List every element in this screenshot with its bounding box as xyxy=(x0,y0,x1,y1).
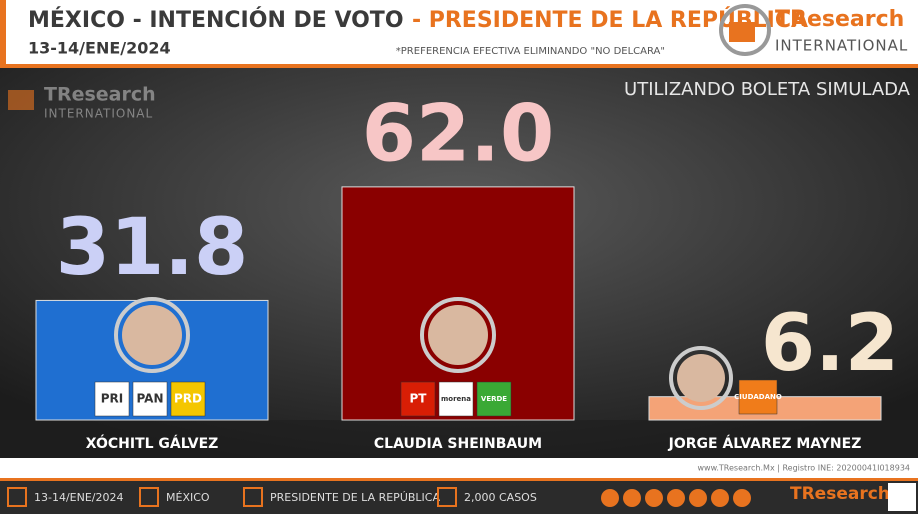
social-icon xyxy=(645,489,663,507)
candidate-photo xyxy=(428,305,488,365)
logo: TResearch INTERNATIONAL xyxy=(719,4,908,56)
party-name: PAN xyxy=(136,392,163,406)
note: *PREFERENCIA EFECTIVA ELIMINANDO "NO DEL… xyxy=(396,46,665,57)
qr-code xyxy=(888,483,916,511)
footer-bg xyxy=(0,478,918,514)
footer-logo: TResearch xyxy=(790,484,890,504)
logo-name: TResearch xyxy=(775,7,904,32)
social-icon xyxy=(623,489,641,507)
party-name: VERDE xyxy=(481,395,507,403)
value-label: 6.2 xyxy=(761,299,899,389)
social-icon xyxy=(667,489,685,507)
watermark-logo: TResearch INTERNATIONAL xyxy=(8,84,156,121)
party-name: CIUDADANO xyxy=(734,393,782,401)
footer-icon xyxy=(7,487,27,507)
party-name: morena xyxy=(441,395,471,403)
party-logo xyxy=(132,381,168,417)
bar xyxy=(341,186,575,421)
candidate-photo-ring xyxy=(114,297,190,373)
social-icon xyxy=(689,489,707,507)
header-rule xyxy=(0,64,918,68)
site-strip xyxy=(0,458,918,478)
party-name: PT xyxy=(410,392,428,406)
website: www.TResearch.Mx | Registro INE: 2020004… xyxy=(697,464,910,473)
party-logo xyxy=(170,381,206,417)
party-name: PRI xyxy=(101,392,124,406)
category-label: XÓCHITL GÁLVEZ xyxy=(86,434,219,452)
header-accent xyxy=(0,0,6,64)
party-name: PRD xyxy=(174,392,202,406)
social-icon xyxy=(601,489,619,507)
category-label: JORGE ÁLVAREZ MAYNEZ xyxy=(668,435,862,452)
footer-icon xyxy=(243,487,263,507)
date: 13-14/ENE/2024 xyxy=(28,39,171,58)
candidate-photo-ring xyxy=(420,297,496,373)
names-band xyxy=(0,420,918,458)
social-icon xyxy=(733,489,751,507)
social-icon xyxy=(711,489,729,507)
party-logo xyxy=(438,381,474,417)
party-logo xyxy=(738,379,778,415)
footer-icon xyxy=(437,487,457,507)
footer-item: MÉXICO xyxy=(166,491,210,504)
party-logo xyxy=(476,381,512,417)
chart-subtitle: UTILIZANDO BOLETA SIMULADA xyxy=(624,79,911,100)
logo-sub: INTERNATIONAL xyxy=(775,37,908,55)
header-bg xyxy=(0,0,918,64)
party-logo xyxy=(400,381,436,417)
party-logo xyxy=(94,381,130,417)
value-label: 62.0 xyxy=(362,89,554,179)
candidate-photo xyxy=(677,354,725,402)
footer-items: 13-14/ENE/2024 MÉXICO PRESIDENTE DE LA REP… xyxy=(7,483,916,511)
footer-item: PRESIDENTE DE LA REPÚBLICA xyxy=(270,491,440,504)
watermark-sub: INTERNATIONAL xyxy=(44,107,153,121)
footer-item: 13-14/ENE/2024 xyxy=(34,491,124,504)
title-main: MÉXICO - INTENCIÓN DE VOTO xyxy=(28,7,404,33)
footer-rule xyxy=(0,478,918,481)
footer-item: 2,000 CASOS xyxy=(464,491,537,504)
title: MÉXICO - INTENCIÓN DE VOTO - PRESIDENTE D… xyxy=(28,7,808,33)
watermark-name: TResearch xyxy=(44,84,156,106)
candidate-photo xyxy=(122,305,182,365)
category-label: CLAUDIA SHEINBAUM xyxy=(374,436,542,452)
footer-icon xyxy=(139,487,159,507)
value-label: 31.8 xyxy=(56,203,248,293)
candidate-photo-ring xyxy=(669,346,733,410)
